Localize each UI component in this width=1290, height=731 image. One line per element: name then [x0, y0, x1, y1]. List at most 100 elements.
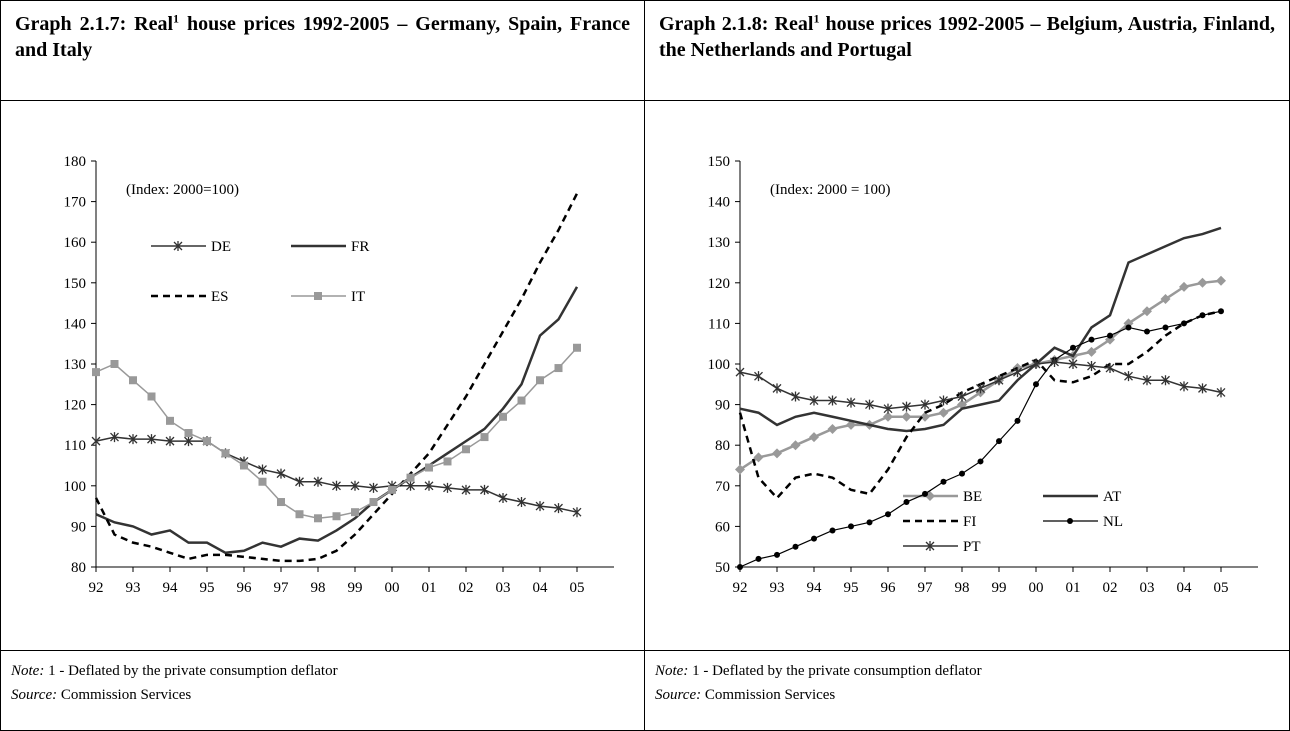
marker	[1216, 387, 1226, 398]
marker	[1107, 332, 1113, 339]
y-tick-label: 50	[715, 560, 730, 576]
marker	[1068, 359, 1078, 369]
x-tick-label: 98	[311, 580, 326, 596]
marker	[1086, 346, 1097, 357]
legend-label: PT	[963, 539, 981, 555]
marker	[790, 440, 801, 451]
y-tick-label: 130	[708, 235, 731, 251]
annotation: (Index: 2000=100)	[126, 182, 239, 198]
marker	[1031, 359, 1041, 369]
marker	[369, 482, 378, 493]
marker	[443, 457, 452, 466]
series-line	[739, 226, 1222, 433]
x-tick-label: 05	[1214, 580, 1229, 596]
marker	[332, 480, 341, 491]
marker	[462, 445, 470, 454]
marker	[351, 508, 359, 517]
notes: Note: 1 - Deflated by the private consum…	[645, 651, 1289, 730]
source-label: Source:	[11, 687, 58, 703]
marker	[554, 364, 563, 373]
x-tick-label: 95	[844, 580, 859, 596]
marker	[774, 551, 780, 558]
footnote-mark: 1	[173, 11, 180, 26]
marker	[809, 432, 819, 443]
x-tick-label: 96	[881, 580, 897, 596]
marker	[573, 343, 581, 352]
marker	[940, 478, 947, 485]
chart: 50 60 70 80 90 100 110 120 130 140 150 92 93 94 95 96 97…	[708, 154, 1258, 596]
legend-label: FR	[351, 239, 369, 255]
marker	[1067, 518, 1073, 524]
y-tick-label: 170	[64, 195, 87, 211]
source: Source: Commission Services	[11, 683, 634, 707]
marker	[1144, 328, 1150, 335]
x-tick-label: 94	[807, 580, 823, 596]
x-tick-label: 01	[1066, 580, 1081, 596]
marker	[1179, 281, 1189, 292]
marker	[165, 436, 175, 447]
marker	[1161, 375, 1170, 386]
x-tick-label: 00	[385, 580, 400, 596]
marker	[92, 368, 100, 377]
marker	[480, 484, 489, 495]
x-tick-label: 97	[274, 580, 290, 596]
marker	[1014, 417, 1021, 424]
panel-header: Graph 2.1.8: Real1 house prices 1992-200…	[645, 1, 1289, 101]
note-text: 1 - Deflated by the private consumption …	[44, 663, 338, 679]
y-tick-label: 100	[708, 357, 731, 373]
marker	[1087, 361, 1096, 372]
marker	[828, 395, 837, 406]
marker	[922, 490, 928, 497]
legend-label: AT	[1103, 489, 1121, 505]
marker	[110, 432, 119, 443]
marker	[1050, 356, 1059, 367]
marker	[388, 485, 396, 494]
x-tick-label: 99	[348, 580, 363, 596]
marker	[977, 458, 984, 465]
y-tick-label: 100	[64, 479, 87, 495]
marker	[1218, 308, 1224, 315]
marker	[350, 480, 360, 491]
marker	[883, 411, 893, 422]
source: Source: Commission Services	[655, 683, 1279, 707]
marker	[865, 399, 874, 410]
marker	[1199, 312, 1206, 319]
legend-label: DE	[211, 239, 231, 255]
y-tick-label: 80	[71, 560, 86, 576]
marker	[184, 429, 193, 438]
marker	[737, 564, 743, 570]
marker	[827, 423, 838, 434]
series-line	[95, 347, 578, 520]
footnote-mark: 1	[813, 11, 820, 26]
marker	[499, 412, 507, 421]
marker	[480, 433, 489, 442]
marker	[1142, 306, 1152, 317]
marker	[1197, 277, 1208, 288]
marker	[1142, 375, 1152, 386]
marker	[276, 468, 286, 479]
legend-label: NL	[1103, 514, 1123, 530]
x-tick-label: 97	[918, 580, 934, 596]
y-tick-label: 70	[715, 479, 730, 495]
marker	[1216, 275, 1226, 286]
marker	[147, 434, 156, 445]
title: Graph 2.1.8: Real	[659, 13, 814, 35]
title: house prices 1992-2005 – Belgium, Austri…	[659, 13, 1276, 61]
y-tick-label: 60	[715, 519, 730, 535]
marker	[1160, 294, 1171, 305]
x-tick-label: 03	[496, 580, 511, 596]
marker	[920, 399, 930, 410]
note: Note: 1 - Deflated by the private consum…	[11, 659, 634, 683]
title: Graph 2.1.7: Real	[15, 13, 174, 35]
note-label: Note:	[11, 663, 45, 679]
marker	[885, 511, 891, 518]
legend-label: IT	[351, 289, 365, 305]
marker	[735, 367, 745, 378]
series-line	[95, 286, 579, 555]
marker	[1125, 324, 1132, 331]
y-tick-label: 140	[64, 316, 87, 332]
marker	[938, 407, 949, 418]
marker	[129, 376, 137, 385]
x-tick-label: 98	[955, 580, 970, 596]
